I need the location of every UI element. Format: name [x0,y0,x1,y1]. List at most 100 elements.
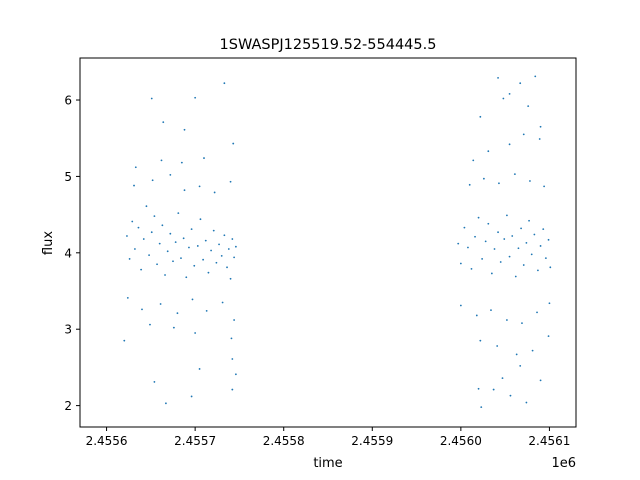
data-point [529,180,531,182]
data-point [487,150,490,153]
data-point [539,125,542,128]
data-point [509,394,512,397]
data-point [193,264,196,267]
data-point [134,248,136,250]
data-point [128,258,131,260]
y-tick-label: 3 [64,323,72,337]
data-point [467,246,469,249]
x-tick-label: 2.4558 [263,434,305,448]
data-point [161,224,164,227]
data-point [221,301,224,304]
data-point [183,128,186,131]
data-point [482,177,485,180]
data-point [513,173,516,176]
y-axis-label: flux [41,231,56,255]
data-point [159,303,162,305]
data-point [213,191,216,194]
data-point [499,261,502,263]
data-point [220,254,223,257]
data-point [519,364,522,367]
data-point [481,258,484,260]
data-point [547,335,550,337]
data-point [497,231,499,234]
data-point [188,246,190,249]
data-point [172,326,175,329]
data-point [230,337,233,340]
data-point [156,263,158,266]
data-point [190,395,193,398]
data-point [151,179,154,182]
x-tick-label: 2.4556 [86,434,128,448]
data-point [133,184,135,187]
data-point [515,353,518,356]
data-point [162,121,165,124]
data-point [153,381,156,383]
data-point [479,115,482,118]
y-tick-label: 6 [64,94,72,108]
data-point [172,260,174,263]
data-point [528,219,530,222]
data-point [177,212,180,214]
data-point [196,245,199,247]
data-point [233,319,236,321]
data-point [530,253,533,256]
data-point [183,189,186,192]
data-point [539,379,542,382]
x-tick-label: 2.4561 [528,434,570,448]
data-point [543,185,546,188]
data-point [531,349,534,352]
data-point [480,406,483,409]
data-point [522,264,525,266]
data-point [126,235,128,237]
data-point [521,322,523,324]
data-point [549,266,552,269]
data-point [501,377,504,380]
data-point [218,243,220,246]
data-point [212,229,215,232]
data-point [140,268,143,271]
data-point [520,227,522,230]
data-point [137,226,140,229]
data-point [199,218,202,221]
data-point [511,235,514,237]
data-point [508,93,511,95]
data-point [223,234,226,237]
data-point [203,157,205,159]
data-point [164,274,166,276]
data-point [519,82,522,85]
data-point [204,239,207,242]
data-point [233,256,236,259]
data-point [508,143,511,146]
data-point [166,250,169,253]
y-axis-ticks: 2 3 4 5 6 [64,94,80,413]
data-point [508,255,511,258]
data-point [169,232,172,235]
data-point [496,345,499,347]
data-point [169,173,172,176]
y-tick-label: 4 [64,246,72,260]
x-tick-label: 2.4557 [174,434,216,448]
data-point [160,159,163,162]
data-point [490,309,492,312]
data-point [190,228,193,231]
data-point [185,276,188,279]
data-point [229,180,232,183]
data-point [194,96,197,99]
data-point [150,97,153,100]
data-point [470,267,473,270]
data-point [229,277,232,280]
data-point [492,388,495,391]
data-point [506,319,508,321]
data-point [538,138,541,140]
data-point [191,298,194,301]
data-point [153,215,156,218]
data-point [148,254,150,257]
data-point [180,161,183,164]
data-point [198,368,201,370]
x-tick-label: 2.4559 [351,434,393,448]
data-point [534,75,537,78]
data-point [165,402,167,405]
data-point [474,235,476,238]
data-point [176,312,179,315]
